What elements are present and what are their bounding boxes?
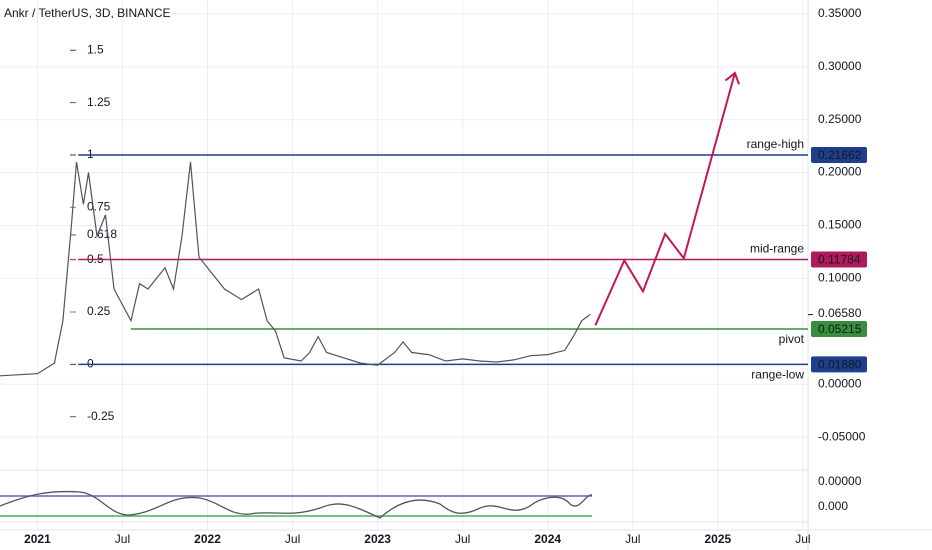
x-tick-label: 2023 — [364, 532, 391, 546]
grid — [0, 0, 808, 530]
x-tick-label: 2022 — [194, 532, 221, 546]
fib-label: 1 — [87, 147, 94, 161]
level-tag — [811, 146, 867, 163]
x-tick-label: Jul — [795, 532, 810, 546]
y-tick-label: 0.35000 — [818, 6, 862, 20]
level-name: pivot — [779, 332, 805, 346]
y-tick-label: 0.00000 — [818, 376, 862, 390]
volume-axis-label: 0.00000 — [818, 474, 862, 488]
y-tick-label: 0.15000 — [818, 218, 862, 232]
oscillator-axis-label: 0.000 — [818, 499, 848, 513]
y-tick-label: -0.05000 — [818, 429, 866, 443]
level-tag — [811, 251, 867, 268]
y-tick-label: 0.30000 — [818, 59, 862, 73]
fib-label: 1.5 — [87, 42, 104, 56]
current-price-label: 0.06580 — [818, 306, 862, 320]
level-tag-label: 0.21662 — [818, 148, 862, 162]
x-tick-label: Jul — [625, 532, 640, 546]
fib-label: -0.25 — [87, 409, 115, 423]
x-tick-label: 2025 — [704, 532, 731, 546]
oscillator-line — [0, 490, 593, 519]
fib-label: 1.25 — [87, 95, 111, 109]
x-tick-label: 2021 — [24, 532, 51, 546]
y-tick-label: 0.10000 — [818, 271, 862, 285]
x-tick-label: Jul — [115, 532, 130, 546]
price-line — [0, 161, 591, 377]
fib-label: 0.25 — [87, 304, 111, 318]
y-tick-label: 0.20000 — [818, 165, 862, 179]
projection-line — [594, 72, 736, 326]
x-tick-label: Jul — [455, 532, 470, 546]
level-name: range-low — [751, 368, 804, 382]
level-tag-label: 0.05215 — [818, 322, 862, 336]
fib-label: 0.618 — [87, 227, 117, 241]
projection-arrowhead — [724, 71, 741, 85]
level-tag — [811, 321, 867, 338]
x-tick-label: 2024 — [534, 532, 561, 546]
fib-label: 0 — [87, 357, 94, 371]
level-tag-label: 0.01880 — [818, 358, 862, 372]
chart-title: Ankr / TetherUS, 3D, BINANCE — [4, 6, 171, 20]
fib-label: 0.75 — [87, 199, 111, 213]
level-tag-label: 0.11784 — [818, 253, 861, 267]
level-name: mid-range — [750, 242, 804, 256]
x-tick-label: Jul — [285, 532, 300, 546]
level-name: range-high — [747, 137, 804, 151]
y-tick-label: 0.25000 — [818, 112, 862, 126]
level-tag — [811, 356, 867, 373]
